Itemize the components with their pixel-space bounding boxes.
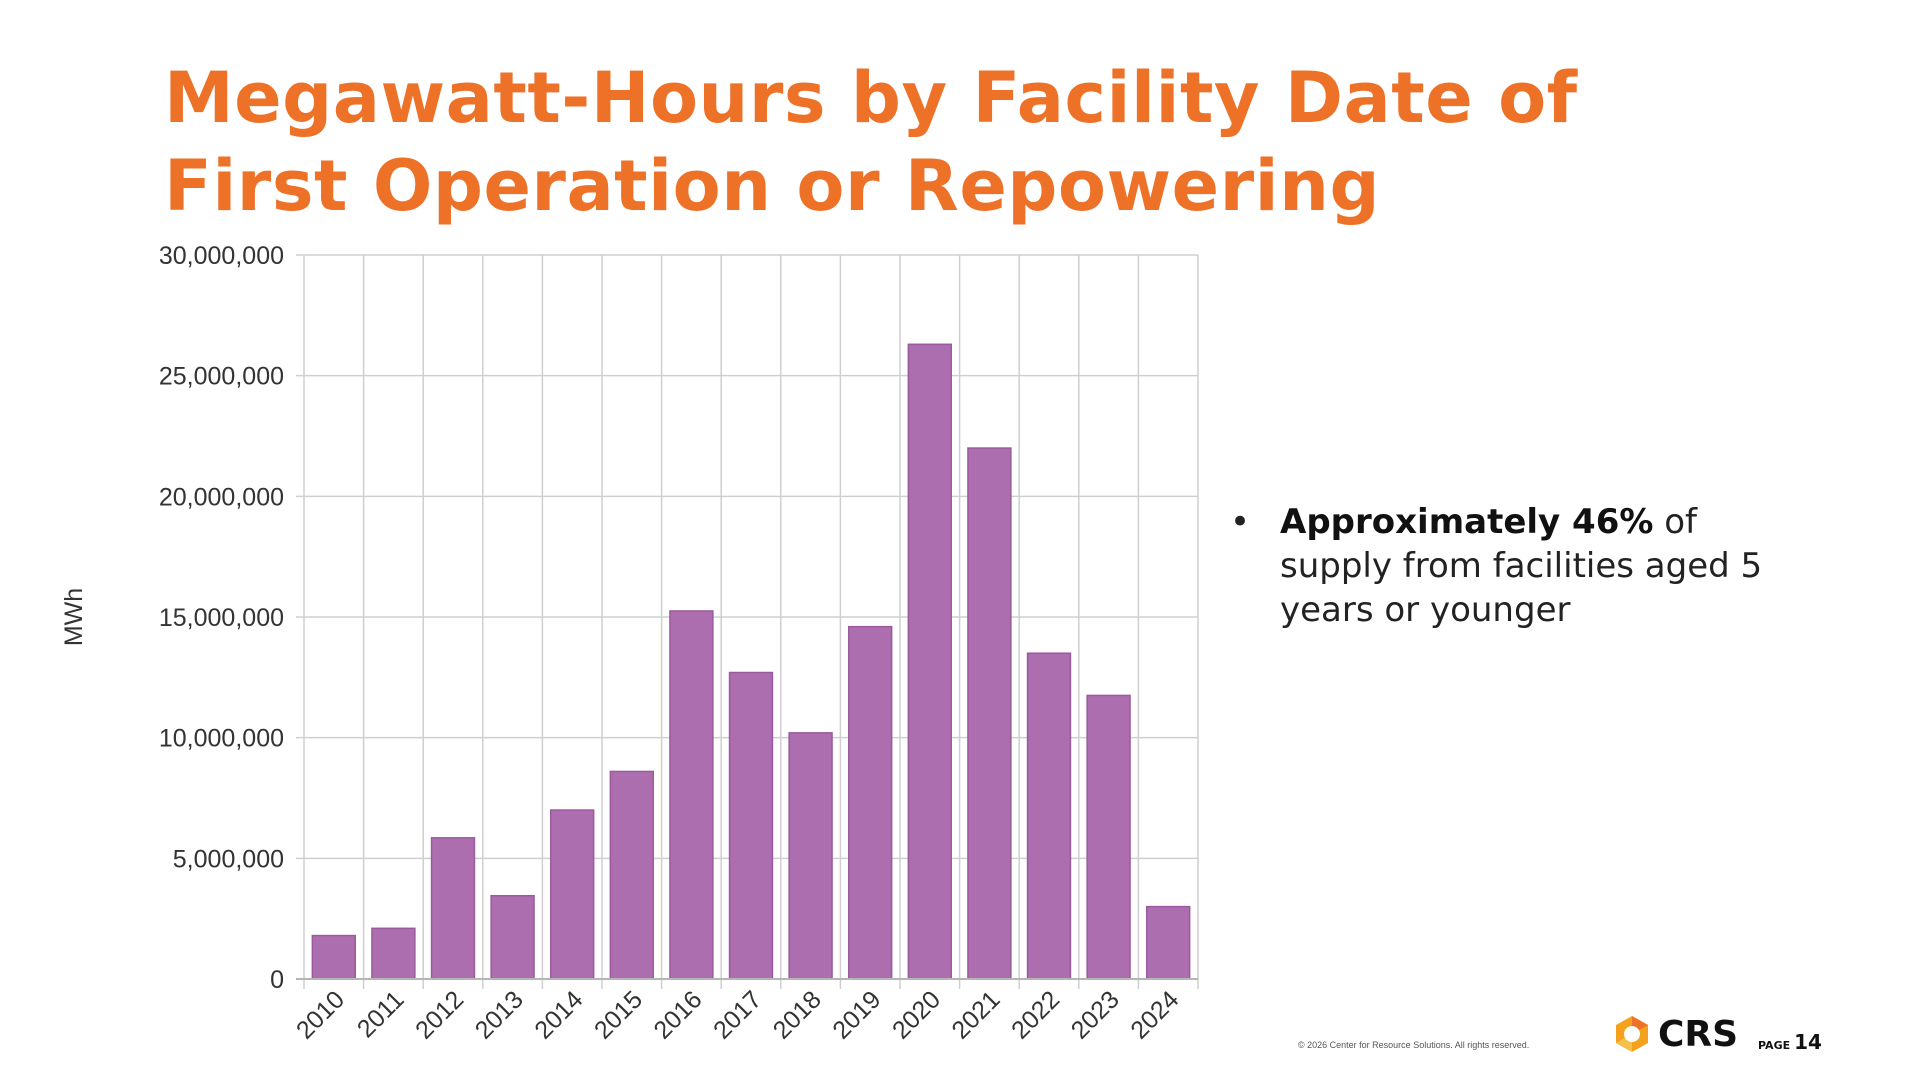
x-tick-label: 2016 [649, 985, 708, 1044]
bullet-text: Approximately 46% of supply from facilit… [1280, 500, 1810, 632]
y-tick-label: 15,000,000 [159, 604, 284, 632]
bar-2015 [609, 770, 655, 980]
bar-2019 [847, 625, 893, 980]
y-axis-title: MWh [60, 588, 88, 646]
x-tick-label: 2010 [291, 985, 350, 1044]
bar-2021 [967, 447, 1012, 980]
x-tick-label: 2011 [352, 985, 410, 1043]
x-tick-label: 2019 [827, 985, 886, 1044]
bar-2010 [311, 934, 357, 980]
crs-logo: CRS [1612, 1012, 1742, 1058]
bar-2014 [549, 809, 595, 980]
title-line-2: First Operation or Repowering [164, 145, 1381, 227]
bar-2020 [907, 343, 953, 980]
key-finding-bullet: • Approximately 46% of supply from facil… [1230, 500, 1810, 632]
x-tick-label: 2024 [1125, 985, 1184, 1044]
bullet-bold-text: Approximately 46% [1280, 502, 1654, 542]
bar-2018 [788, 732, 833, 980]
bar-chart: 0 5,000,000 10,000,000 15,000,000 20,000,000… [60, 242, 1199, 1045]
bar-2017 [728, 671, 774, 980]
crs-logo-icon [1616, 1016, 1648, 1052]
bar-2012 [430, 837, 476, 980]
bullet-point-icon: • [1230, 502, 1251, 542]
title-line-1: Megawatt-Hours by Facility Date of [164, 57, 1578, 139]
y-tick-label: 25,000,000 [159, 363, 284, 391]
y-tick-label: 30,000,000 [159, 242, 284, 270]
y-tick-label: 10,000,000 [159, 725, 284, 753]
x-tick-label: 2017 [708, 985, 767, 1044]
bar-2022 [1026, 652, 1072, 980]
bar-2013 [490, 894, 535, 980]
copyright-footer: © 2026 Center for Resource Solutions. Al… [1298, 1040, 1530, 1050]
x-tick-label: 2020 [887, 985, 946, 1044]
x-tick-label: 2023 [1066, 985, 1125, 1044]
bullet-rest-text: of supply from facilities aged 5 years o… [1280, 502, 1763, 630]
page-number: PAGE 14 [1758, 1030, 1822, 1054]
x-tick-label: 2015 [589, 985, 648, 1044]
bar-2024 [1145, 905, 1191, 980]
x-tick-label: 2018 [768, 985, 827, 1044]
y-tick-label: 0 [270, 966, 284, 994]
y-tick-label: 5,000,000 [173, 845, 284, 873]
x-tick-label: 2013 [470, 985, 529, 1044]
bar-2023 [1086, 694, 1131, 980]
x-tick-label: 2014 [529, 985, 588, 1044]
bar-2011 [371, 927, 416, 980]
y-tick-label: 20,000,000 [159, 483, 284, 511]
crs-logo-text: CRS [1658, 1014, 1739, 1055]
slide-title: Megawatt-Hours by Facility Date of First… [164, 54, 1578, 230]
page-label: PAGE [1758, 1039, 1791, 1052]
page-value: 14 [1794, 1030, 1822, 1054]
x-tick-label: 2022 [1006, 985, 1065, 1044]
x-tick-label: 2012 [410, 985, 469, 1044]
bar-2016 [669, 610, 714, 980]
x-tick-label: 2021 [947, 985, 1006, 1044]
